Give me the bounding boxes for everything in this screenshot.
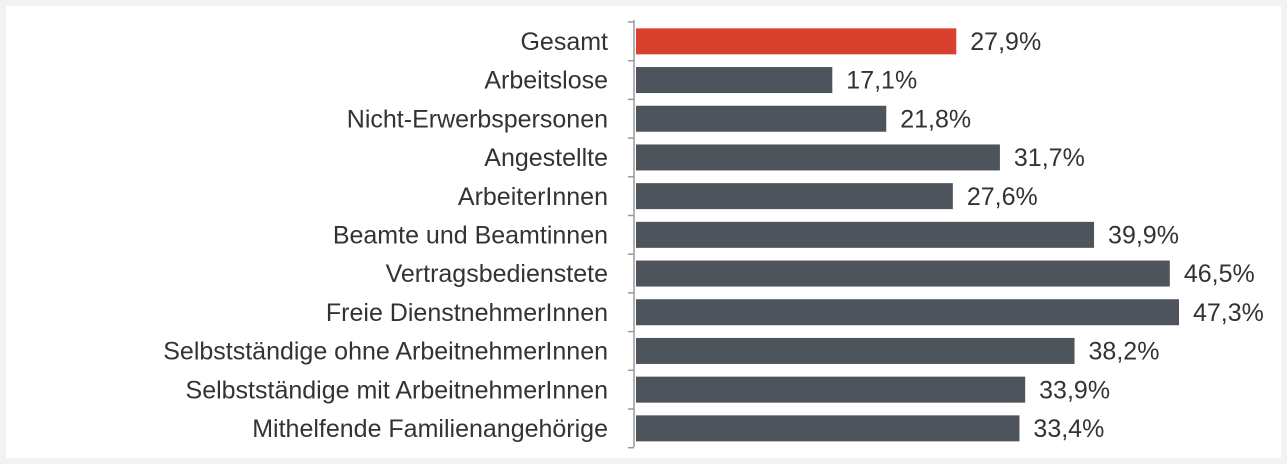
- category-label: Arbeitslose: [484, 67, 608, 95]
- category-label: Freie DienstnehmerInnen: [326, 299, 608, 327]
- bar: [636, 260, 1170, 287]
- value-label: 21,8%: [900, 105, 971, 133]
- value-label: 31,7%: [1014, 144, 1085, 172]
- bar: [636, 337, 1075, 364]
- value-label: 33,4%: [1033, 415, 1104, 443]
- category-label: Gesamt: [520, 28, 608, 56]
- category-label: ArbeiterInnen: [458, 183, 608, 211]
- category-label: Nicht-Erwerbspersonen: [347, 105, 608, 133]
- bar: [636, 28, 957, 55]
- value-label: 39,9%: [1108, 221, 1179, 249]
- category-label: Angestellte: [484, 144, 608, 172]
- category-label: Selbstständige ohne ArbeitnehmerInnen: [163, 338, 608, 366]
- bar: [636, 376, 1026, 403]
- category-label: Selbstständige mit ArbeitnehmerInnen: [186, 376, 608, 404]
- value-label: 38,2%: [1089, 338, 1160, 366]
- value-label: 47,3%: [1193, 299, 1264, 327]
- bar: [636, 105, 887, 132]
- bar: [636, 221, 1095, 248]
- bar: [636, 415, 1020, 442]
- value-label: 27,6%: [967, 183, 1038, 211]
- value-label: 27,9%: [970, 28, 1041, 56]
- bar: [636, 183, 953, 210]
- bar: [636, 144, 1000, 171]
- category-label: Beamte und Beamtinnen: [333, 221, 608, 249]
- value-label: 33,9%: [1039, 376, 1110, 404]
- category-label: Mithelfende Familienangehörige: [252, 415, 608, 443]
- category-label: Vertragsbedienstete: [386, 260, 608, 288]
- value-label: 46,5%: [1184, 260, 1255, 288]
- bar: [636, 67, 833, 94]
- bar: [636, 299, 1179, 326]
- value-label: 17,1%: [846, 67, 917, 95]
